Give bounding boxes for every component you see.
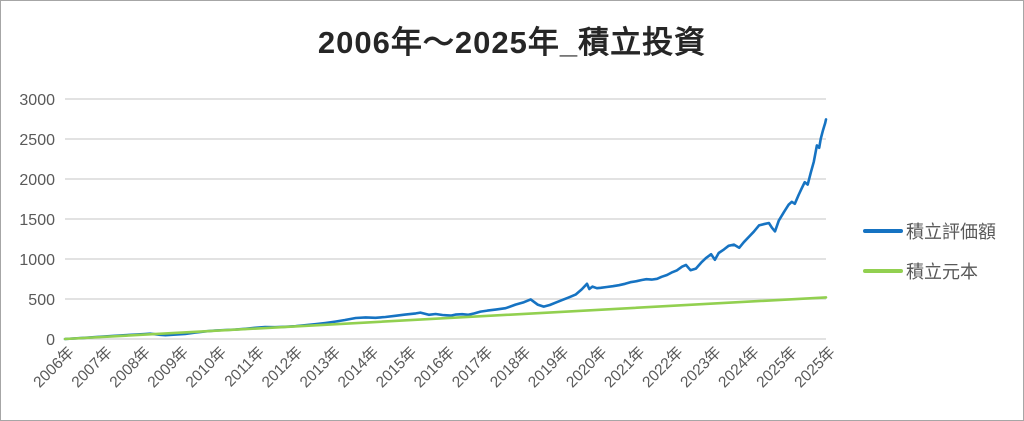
x-axis-tick-label: 2006年 — [30, 343, 78, 391]
x-axis-tick-label: 2008年 — [106, 343, 154, 391]
x-axis-tick-label: 2023年 — [677, 343, 725, 391]
x-axis-tick-label: 2025年 — [753, 343, 801, 391]
x-axis-tick-label: 2019年 — [524, 343, 572, 391]
x-axis-tick-label: 2020年 — [562, 343, 610, 391]
x-axis-tick-label: 2025年 — [791, 343, 839, 391]
x-axis-tick-label: 2009年 — [144, 343, 192, 391]
y-axis-tick-label: 500 — [28, 292, 55, 309]
x-axis-tick-label: 2012年 — [258, 343, 306, 391]
x-axis-tick-label: 2013年 — [296, 343, 344, 391]
y-axis-tick-label: 3000 — [19, 92, 55, 109]
x-axis-tick-label: 2010年 — [182, 343, 230, 391]
x-axis-tick-label: 2024年 — [715, 343, 763, 391]
legend-item-principal: 積立元本 — [863, 258, 996, 284]
legend: 積立評価額 積立元本 — [863, 218, 996, 284]
y-axis-tick-label: 1500 — [19, 212, 55, 229]
x-axis-tick-label: 2017年 — [448, 343, 496, 391]
series-line-valuation — [63, 118, 828, 341]
legend-item-valuation: 積立評価額 — [863, 218, 996, 244]
y-axis-tick-label: 1000 — [19, 252, 55, 269]
x-axis-tick-label: 2014年 — [334, 343, 382, 391]
y-axis-tick-label: 2500 — [19, 132, 55, 149]
x-axis-tick-label: 2022年 — [639, 343, 687, 391]
x-axis-tick-label: 2007年 — [68, 343, 116, 391]
chart-title: 2006年～2025年_積立投資 — [317, 25, 707, 60]
y-axis-tick-label: 0 — [46, 332, 55, 349]
x-axis-tick-label: 2011年 — [221, 343, 268, 390]
x-axis-tick-label: 2015年 — [372, 343, 420, 391]
x-axis-tick-label: 2021年 — [601, 343, 649, 391]
x-axis-tick-label: 2016年 — [410, 343, 458, 391]
principal-line-swatch — [863, 269, 903, 273]
legend-label-principal: 積立元本 — [906, 262, 978, 282]
legend-label-valuation: 積立評価額 — [906, 222, 996, 242]
valuation-line-swatch — [863, 229, 903, 233]
x-axis-tick-label: 2018年 — [486, 343, 534, 391]
y-axis-tick-label: 2000 — [19, 172, 55, 189]
series-line-principal — [63, 296, 828, 341]
